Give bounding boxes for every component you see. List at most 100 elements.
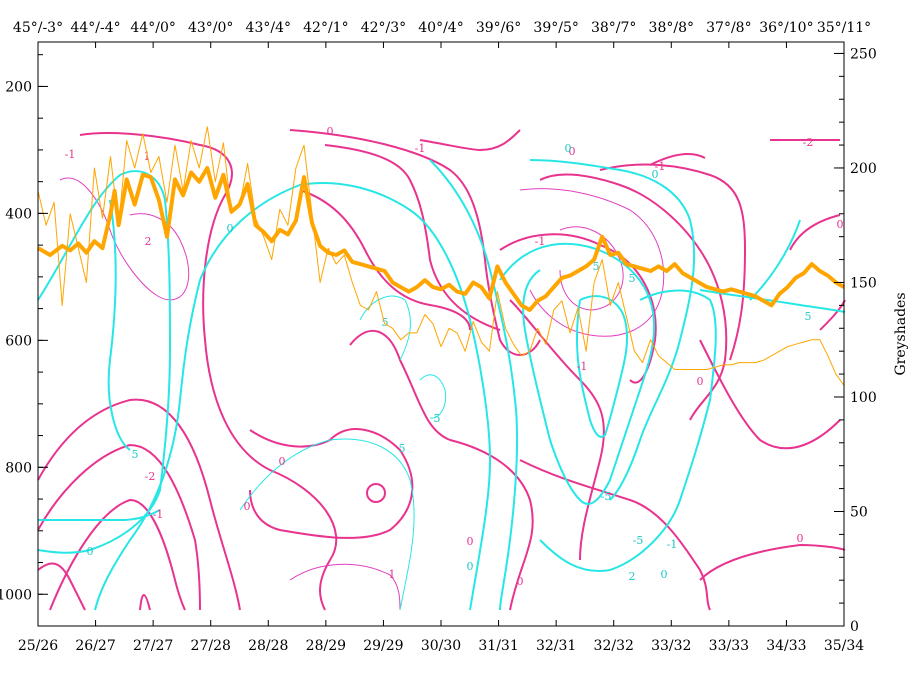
cyan-contour [429, 159, 519, 611]
magenta-contour-label: 2 [145, 235, 152, 248]
cyan-contour [37, 170, 172, 554]
thin-cyan-contour [419, 374, 447, 419]
cyan-contour [38, 509, 161, 522]
magenta-contour-label: 0 [327, 125, 334, 138]
magenta-contour [37, 562, 86, 611]
cyan-contour [699, 289, 846, 313]
left-axis-tick-label: 600 [5, 333, 32, 349]
top-axis-label: 43°/4° [246, 20, 291, 36]
magenta-contour [599, 163, 747, 361]
cyan-contour [94, 279, 201, 611]
cyan-contour-label: 0 [467, 560, 474, 573]
magenta-contour-label: 0 [244, 500, 251, 513]
left-axis-tick-label: 1000 [0, 587, 32, 603]
magenta-contour [289, 129, 541, 356]
left-axis-tick-label: 400 [5, 206, 32, 222]
magenta-contour [79, 132, 338, 611]
cyan-contour-label: 5 [629, 272, 636, 285]
cyan-contour [539, 289, 717, 572]
top-axis-label: 44°/-4° [70, 20, 120, 36]
top-axis-label: 42°/1° [303, 20, 348, 36]
right-axis-tick-label: 250 [850, 46, 877, 62]
magenta-contour [139, 594, 151, 611]
bottom-axis-label: 31/31 [478, 638, 518, 654]
magenta-contour-label: -1 [153, 508, 164, 521]
cyan-contour-label: 5 [593, 260, 600, 273]
cyan-contour [575, 295, 629, 438]
top-axis-label: 44°/0° [130, 20, 175, 36]
top-axis-label: 35°/11° [817, 20, 871, 36]
cyan-contour [529, 159, 696, 501]
bottom-axis-label: 32/31 [536, 638, 576, 654]
magenta-contour-small [366, 483, 386, 503]
magenta-contour-label: 0 [797, 532, 804, 545]
magenta-contour-label: 1 [389, 568, 396, 581]
right-axis-tick-label: 50 [850, 504, 868, 520]
magenta-contour [789, 214, 841, 251]
left-axis-tick-label: 800 [5, 460, 32, 476]
bottom-axis-label: 33/33 [709, 638, 749, 654]
bottom-axis-label: 35/34 [824, 638, 864, 654]
right-axis: 0 50 100 150 200 250 [834, 46, 877, 635]
magenta-contour [37, 443, 201, 611]
magenta-contour-label: 0 [517, 575, 524, 588]
bottom-axis-label: 29/29 [363, 638, 403, 654]
magenta-contour-label: -1 [65, 148, 76, 161]
magenta-contour [539, 173, 728, 421]
top-axis: 45°/-3° 44°/-4° 44°/0° 43°/0° 43°/4° 42°/1° 42… [13, 20, 871, 48]
bottom-axis-label: 28/28 [248, 638, 288, 654]
cyan-contour-label: 0 [661, 568, 668, 581]
cyan-contour [199, 182, 492, 611]
magenta-contour-label: 0 [467, 535, 474, 548]
right-axis-title: Greyshades [893, 292, 909, 375]
magenta-contour [509, 299, 605, 561]
top-axis-label: 45°/-3° [13, 20, 63, 36]
cyan-contour-label: -5 [633, 534, 644, 547]
top-axis-label: 38°/8° [649, 20, 694, 36]
cyan-contour-label: 5 [399, 442, 406, 455]
magenta-contour-label: -2 [803, 136, 814, 149]
magenta-contour-label: -1 [535, 235, 546, 248]
top-axis-label: 36°/10° [759, 20, 813, 36]
right-axis-tick-label: 200 [850, 161, 877, 177]
right-axis-tick-label: 150 [850, 275, 877, 291]
magenta-contour-label: 0 [279, 455, 286, 468]
magenta-contour [349, 329, 534, 611]
magenta-contour-label: 0 [697, 375, 704, 388]
magenta-contour-label: 0 [569, 145, 576, 158]
magenta-contours [37, 129, 846, 611]
thin-cyan-contours [239, 295, 447, 611]
magenta-contour [419, 129, 521, 152]
top-axis-label: 39°/5° [533, 20, 578, 36]
thin-cyan-contour [239, 438, 415, 611]
magenta-contour [699, 543, 846, 581]
greyshade-line-thick [37, 166, 845, 312]
magenta-contour [299, 189, 471, 331]
cyan-contour-label: -1 [667, 538, 678, 551]
cyan-contour [749, 219, 801, 301]
bottom-axis-label: 32/32 [594, 638, 634, 654]
right-axis-tick-label: 100 [850, 390, 877, 406]
cyan-contour [522, 269, 551, 441]
magenta-contour [819, 299, 846, 331]
top-axis-label: 42°/3° [361, 20, 406, 36]
thin-cyan-contour [359, 295, 411, 361]
magenta-contour-label: 0 [837, 218, 844, 231]
bottom-axis-label: 30/30 [421, 638, 461, 654]
cyan-contour-label: 0 [227, 222, 234, 235]
bottom-axis-label: 34/33 [766, 638, 806, 654]
bottom-axis: 25/26 26/27 27/27 27/28 28/28 28/29 29/29 30/30… [18, 620, 864, 654]
magenta-contour-label: -2 [145, 470, 156, 483]
bottom-axis-label: 26/27 [75, 638, 115, 654]
greyshade-line-thin [37, 126, 845, 386]
bottom-axis-label: 33/32 [651, 638, 691, 654]
thin-magenta-contour [559, 226, 624, 311]
left-axis: 200 400 600 800 1000 [0, 54, 48, 603]
cyan-contour-label: 5 [434, 412, 441, 425]
magenta-contour [519, 459, 711, 611]
greyshade-series [37, 126, 845, 386]
bottom-axis-label: 25/26 [18, 638, 58, 654]
